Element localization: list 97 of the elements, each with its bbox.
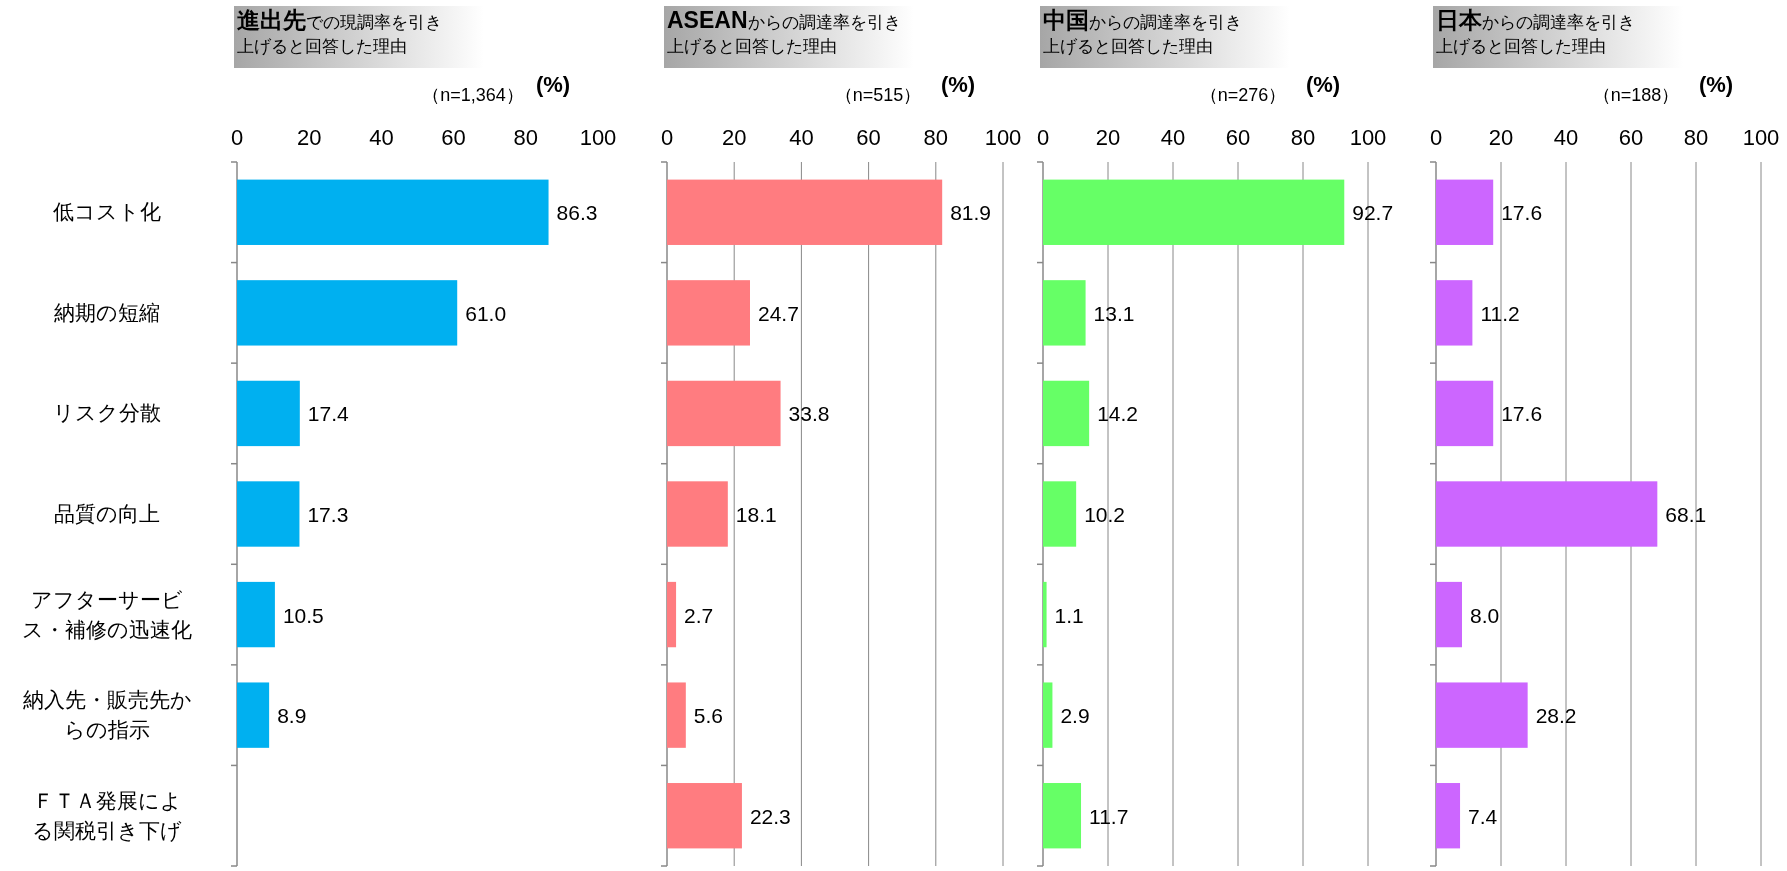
y-tick-label: ＦＴＡ発展による関税引き下げ: [31, 787, 183, 844]
data-label: 10.2: [1084, 503, 1126, 526]
x-tick-label: 100: [984, 125, 1022, 150]
data-label: 8.0: [1470, 603, 1500, 627]
data-label: 17.6: [1501, 402, 1543, 426]
data-label: 8.9: [277, 704, 307, 728]
bar: [1436, 682, 1528, 748]
x-tick-label: 0: [230, 125, 244, 150]
y-tick-label: 低コスト化: [52, 199, 162, 226]
data-label: 68.1: [1665, 503, 1707, 526]
bar: [1436, 581, 1462, 648]
data-label: 61.0: [465, 301, 507, 325]
x-tick-label: 20: [1488, 125, 1514, 150]
data-label: 92.7: [1352, 201, 1394, 225]
bar: [1043, 280, 1086, 346]
bar: [1043, 581, 1047, 648]
bar: [1436, 481, 1658, 547]
data-label: 17.6: [1501, 201, 1543, 225]
bar: [1436, 280, 1473, 346]
data-label: 17.4: [307, 402, 350, 426]
data-label: 13.1: [1093, 301, 1135, 325]
bar: [667, 481, 728, 547]
bar: [1436, 179, 1494, 245]
bar: [1043, 682, 1053, 748]
data-label: 33.8: [788, 402, 830, 426]
chart-subtitle: （n=515）: [834, 85, 922, 105]
x-tick-label: 80: [513, 125, 539, 150]
data-label: 11.2: [1480, 301, 1520, 325]
x-tick-label: 0: [660, 125, 674, 150]
x-tick-label: 40: [1160, 125, 1186, 150]
bar: [1043, 481, 1077, 547]
x-tick-label: 60: [856, 125, 881, 150]
x-tick-label: 20: [1095, 125, 1121, 150]
x-tick-label: 40: [1553, 125, 1579, 150]
data-label: 86.3: [556, 201, 598, 225]
x-axis-title: (%): [940, 72, 976, 97]
x-tick-label: 100: [1742, 125, 1780, 150]
chart-title: ASEANからの調達率を引き上げると回答した理由: [667, 7, 902, 58]
bar: [237, 481, 300, 547]
data-label: 28.2: [1535, 704, 1577, 728]
x-tick-label: 80: [923, 125, 949, 150]
data-label: 10.5: [282, 603, 324, 627]
chart-title: 進出先での現調率を引き上げると回答した理由: [237, 7, 443, 58]
x-tick-label: 0: [1036, 125, 1050, 150]
x-tick-label: 20: [721, 125, 747, 150]
x-tick-label: 40: [789, 125, 814, 150]
x-tick-label: 40: [369, 125, 394, 150]
bar: [237, 682, 270, 748]
chart-title: 中国からの調達率を引き上げると回答した理由: [1043, 7, 1243, 58]
data-label: 1.1: [1054, 603, 1084, 627]
bar: [237, 380, 300, 447]
x-tick-label: 80: [1683, 125, 1709, 150]
bar: [667, 581, 677, 648]
data-label: 5.6: [693, 704, 724, 728]
x-axis-title: (%): [1698, 72, 1734, 97]
x-tick-label: 80: [1290, 125, 1316, 150]
bar: [667, 280, 750, 346]
x-tick-label: 60: [1618, 125, 1644, 150]
x-tick-label: 100: [579, 125, 617, 150]
x-axis-title: (%): [1305, 72, 1341, 97]
data-label: 14.2: [1097, 402, 1139, 426]
bar: [1436, 380, 1494, 447]
data-label: 22.3: [749, 804, 791, 828]
bar: [667, 380, 781, 447]
chart-subtitle: （n=276）: [1199, 85, 1287, 105]
x-axis-title: (%): [535, 72, 571, 97]
bar: [667, 682, 686, 748]
bar: [1043, 783, 1082, 849]
x-tick-label: 20: [296, 125, 322, 150]
y-tick-label: 品質の向上: [53, 501, 161, 527]
bar: [237, 179, 549, 245]
y-tick-label: アフターサービス・補修の迅速化: [22, 586, 192, 643]
data-label: 18.1: [735, 503, 777, 526]
bar: [237, 280, 458, 346]
data-label: 11.7: [1089, 804, 1129, 828]
chart-title: 日本からの調達率を引き上げると回答した理由: [1436, 7, 1636, 58]
chart-subtitle: （n=188）: [1592, 85, 1680, 105]
x-tick-label: 0: [1429, 125, 1443, 150]
bar: [667, 179, 943, 245]
y-tick-label: 納期の短縮: [53, 299, 161, 326]
x-tick-label: 60: [1225, 125, 1251, 150]
bar: [667, 783, 742, 849]
data-label: 17.3: [307, 503, 349, 526]
data-label: 2.9: [1060, 704, 1090, 728]
bar: [1436, 783, 1461, 849]
x-tick-label: 100: [1349, 125, 1387, 150]
bar: [1043, 179, 1345, 245]
data-label: 7.4: [1468, 804, 1498, 828]
bar: [237, 581, 275, 648]
chart-subtitle: （n=1,364）: [422, 85, 524, 105]
bar: [1043, 380, 1090, 447]
data-label: 24.7: [757, 301, 799, 325]
y-tick-label: 納入先・販売先からの指示: [22, 687, 192, 744]
data-label: 81.9: [950, 201, 992, 225]
y-tick-label: リスク分散: [52, 400, 162, 427]
data-label: 2.7: [684, 603, 714, 627]
x-tick-label: 60: [441, 125, 466, 150]
